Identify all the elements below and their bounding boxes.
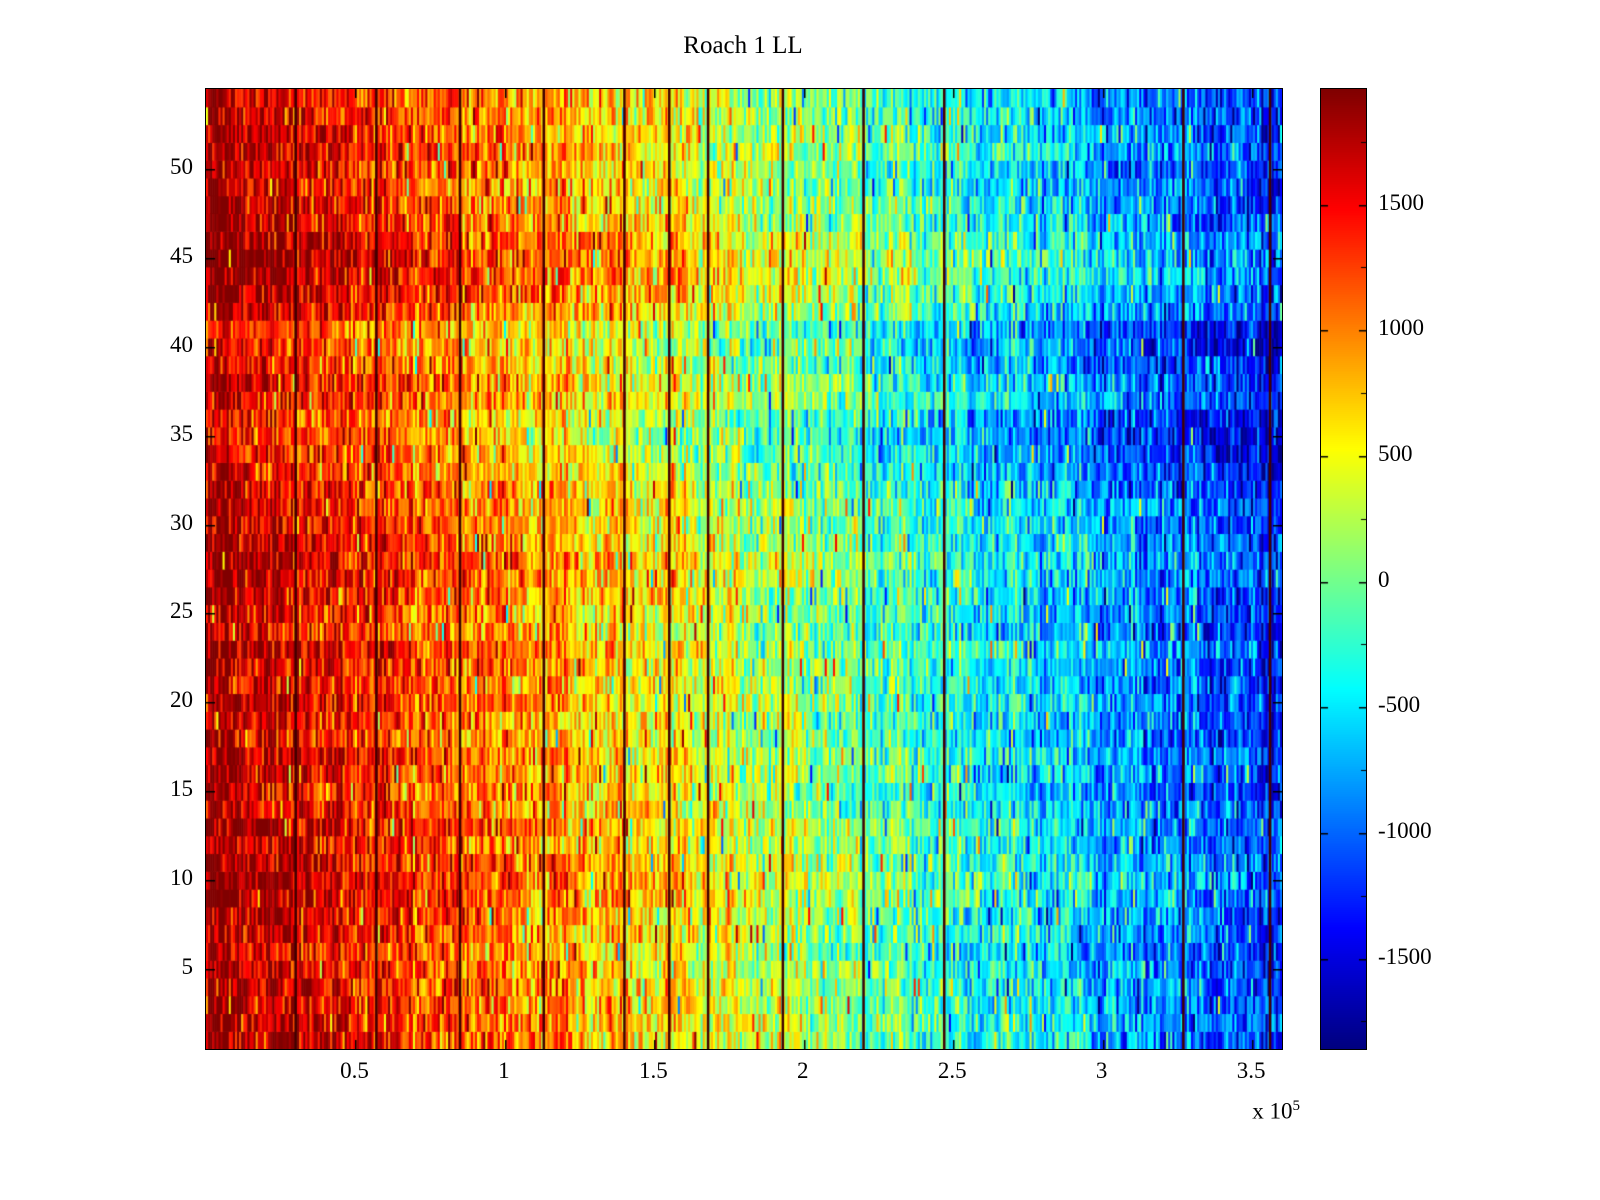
- x-tick-label: 3.5: [1236, 1058, 1266, 1083]
- colorbar-tick-label: 0: [1378, 566, 1390, 592]
- x-axis-exponent-label: x 105: [1190, 1098, 1300, 1125]
- y-tick-label: 5: [181, 954, 194, 979]
- y-tick-label: 20: [170, 687, 193, 713]
- colorbar-tick-label: -1500: [1378, 943, 1432, 969]
- x-tick-label: 3: [1095, 1058, 1108, 1083]
- y-tick-label: 25: [170, 598, 193, 624]
- y-tick-label: 30: [170, 509, 193, 535]
- colorbar-tick-label: 500: [1378, 440, 1413, 466]
- colorbar-tick-label: 1500: [1378, 189, 1424, 215]
- colorbar-tick-label: -500: [1378, 692, 1421, 718]
- y-tick-label: 40: [170, 331, 193, 357]
- x-exponent-base: x 10: [1252, 1098, 1293, 1124]
- y-tick-label: 50: [170, 154, 193, 179]
- x-tick-label: 1: [498, 1058, 510, 1083]
- x-tick-label: 2: [797, 1058, 809, 1083]
- x-exponent-power: 5: [1292, 1098, 1301, 1114]
- y-tick-label: 10: [170, 865, 193, 891]
- colorbar-tick-label: 1000: [1378, 315, 1424, 341]
- colorbar: [1320, 88, 1367, 1050]
- x-tick-label: 0.5: [340, 1058, 369, 1083]
- y-tick-label: 35: [170, 420, 193, 446]
- plot-area: [205, 88, 1283, 1050]
- colorbar-canvas: [1321, 89, 1366, 1049]
- y-tick-label: 15: [170, 776, 193, 802]
- colorbar-tick-label: -1000: [1378, 817, 1432, 843]
- x-tick-label: 1.5: [638, 1058, 668, 1083]
- heatmap-canvas: [206, 89, 1282, 1049]
- y-tick-label: 45: [170, 242, 193, 268]
- x-tick-label: 2.5: [937, 1058, 967, 1083]
- chart-title: Roach 1 LL: [683, 32, 803, 59]
